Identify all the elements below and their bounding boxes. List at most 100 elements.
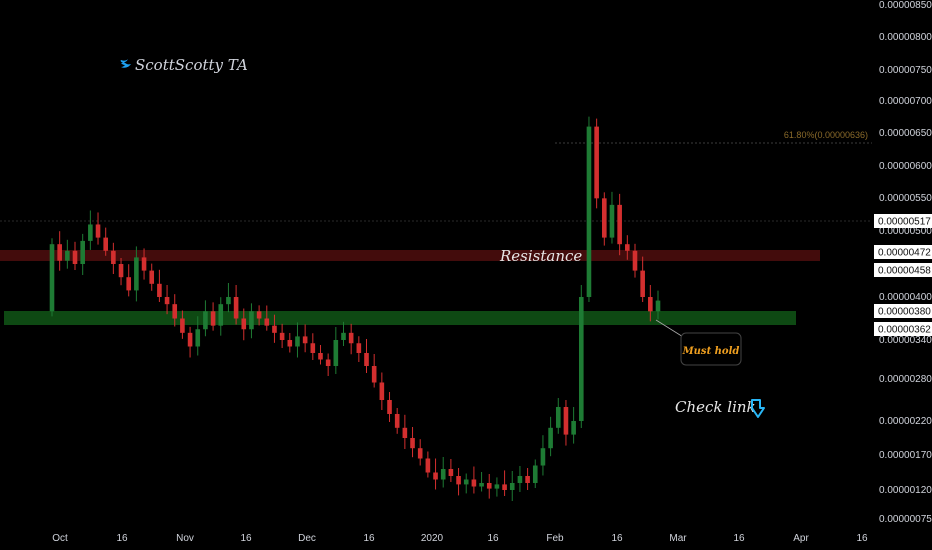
candle-body [410, 438, 415, 449]
candle-body [318, 353, 323, 360]
time-axis[interactable]: Oct 16 Nov 16 Dec 16 2020 16 Feb 16 Mar 16 Apr 16 [52, 533, 868, 544]
y-tick-label: 0.00000220 [879, 416, 932, 427]
candle-body [502, 484, 507, 490]
x-tick-label: 16 [856, 533, 868, 544]
candle-body [540, 448, 546, 466]
author-handle: ScottScotty TA [135, 56, 248, 74]
y-tick-label: 0.00000400 [879, 292, 932, 303]
candle-body [164, 297, 170, 305]
candle-body [525, 476, 530, 483]
x-tick-label: Apr [793, 533, 809, 544]
candle-body [532, 465, 538, 483]
y-tick-label: 0.00000600 [879, 161, 932, 172]
pointing-down-hand-icon [751, 399, 765, 418]
candle-body [180, 318, 185, 333]
candle-body [80, 240, 85, 264]
twitter-bird-icon [120, 59, 131, 68]
candle-body [640, 270, 645, 297]
candle-body [387, 400, 392, 414]
y-tick-label: 0.00000650 [879, 128, 932, 139]
x-tick-label: 16 [733, 533, 745, 544]
candle-body [218, 304, 224, 326]
candle-body [111, 250, 116, 264]
price-tag-label: 0.00000472 [878, 248, 931, 259]
candle-body [471, 479, 477, 487]
candle-body [632, 250, 638, 271]
candle-body [655, 300, 661, 312]
candle-body [356, 343, 362, 353]
candle-body [509, 483, 515, 490]
price-tag-label: 0.00000517 [878, 217, 931, 228]
candle-body [433, 472, 438, 480]
candle-body [226, 297, 231, 305]
candle-body [157, 283, 162, 297]
y-tick-label: 0.00000075 [879, 514, 932, 525]
candle-body [364, 353, 369, 366]
y-tick-label: 0.00000800 [879, 32, 932, 43]
must-hold-annotation: Must hold [682, 346, 740, 357]
price-tag-label: 0.00000362 [878, 325, 931, 336]
x-tick-label: 16 [611, 533, 623, 544]
candle-body [486, 483, 492, 489]
candle-body [149, 270, 155, 284]
price-tag-box [874, 214, 932, 228]
candle-body [394, 414, 400, 428]
candle-body [609, 204, 615, 238]
y-tick-label: 0.00000700 [879, 96, 932, 107]
x-tick-label: 16 [240, 533, 252, 544]
y-tick-label: 0.00000120 [879, 485, 932, 496]
candlestick-series [49, 116, 661, 501]
check-link-annotation: Check link [675, 398, 756, 416]
candle-body [586, 126, 592, 297]
candle-body [88, 224, 93, 241]
must-hold-box [680, 332, 742, 366]
candle-body [648, 297, 653, 312]
author-badge: ScottScotty TA [120, 56, 248, 74]
resistance-annotation: Resistance [499, 247, 582, 265]
candle-body [264, 318, 270, 326]
candle-body [57, 244, 62, 261]
candle-body [187, 332, 193, 347]
candle-body [379, 382, 385, 400]
candle-body [287, 340, 293, 347]
candle-body [256, 311, 262, 319]
candle-body [602, 198, 607, 238]
price-tag-label: 0.00000458 [878, 266, 931, 277]
x-tick-label: Feb [546, 533, 564, 544]
candle-body [425, 458, 431, 473]
candle-body [494, 484, 500, 489]
candle-body [348, 332, 354, 344]
candle-body [625, 244, 630, 251]
candle-body [555, 407, 561, 428]
candle-body [333, 340, 339, 366]
candle-body [141, 257, 147, 271]
candle-body [210, 311, 216, 326]
x-tick-label: Oct [52, 533, 68, 544]
candle-body [134, 257, 139, 291]
candle-body [310, 343, 316, 353]
y-tick-label: 0.00000340 [879, 335, 932, 346]
candle-body [463, 479, 469, 485]
candle-body [402, 427, 408, 438]
resistance-zone [0, 250, 820, 261]
fib-label: 61.80%(0.00000636) [784, 130, 868, 140]
price-axis[interactable]: 0.00000850 0.00000800 0.00000750 0.00000700… [879, 0, 932, 525]
candle-body [49, 244, 55, 312]
candle-body [241, 318, 247, 330]
y-tick-label: 0.00000500 [879, 226, 932, 237]
candle-body [571, 421, 576, 435]
candle-body [126, 277, 132, 291]
y-tick-label: 0.00000850 [879, 0, 932, 11]
candle-body [233, 297, 239, 319]
candle-body [72, 250, 78, 264]
candle-body [118, 264, 124, 278]
candle-body [417, 448, 423, 459]
candle-body [65, 250, 70, 261]
candle-body [617, 204, 622, 245]
candle-body [440, 469, 446, 480]
candle-body [195, 329, 201, 347]
price-tag-label: 0.00000380 [878, 307, 931, 318]
price-tag-box [874, 245, 932, 259]
